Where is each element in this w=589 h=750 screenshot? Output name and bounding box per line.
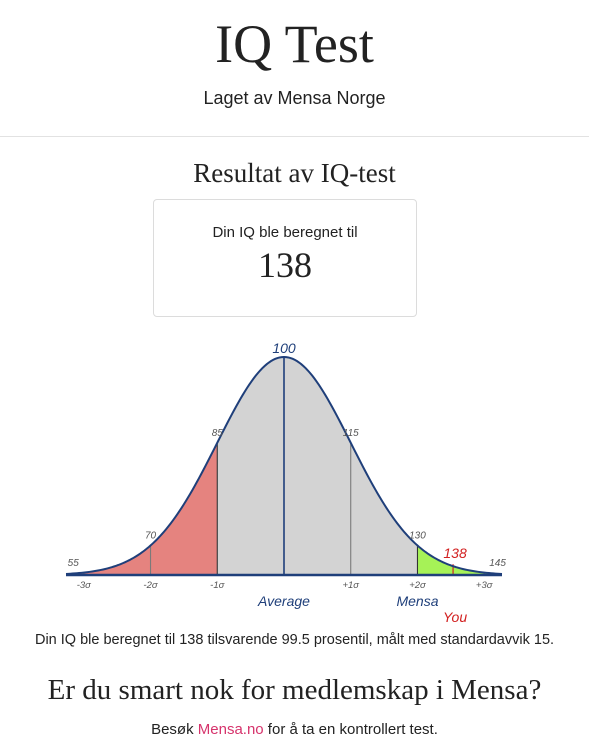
annotation-average: Average [257, 593, 310, 609]
iq-tick-label: 100 [272, 340, 296, 356]
curve-region-1 [217, 357, 418, 575]
result-label: Din IQ ble beregnet til [212, 224, 358, 241]
bell-curve-line [65, 355, 503, 575]
iq-tick-label: 145 [489, 558, 506, 569]
annotation-you: You [443, 609, 467, 625]
sigma-tick-label: +3σ [476, 580, 494, 591]
result-card: Din IQ ble beregnet til 138 [153, 199, 417, 317]
mensa-link[interactable]: Mensa.no [197, 721, 264, 738]
iq-tick-label: 55 [68, 558, 80, 569]
iq-tick-label: 85 [212, 428, 224, 439]
sigma-tick-label: -3σ [77, 580, 92, 591]
result-summary: Din IQ ble beregnet til 138 tilsvarende … [34, 632, 555, 648]
app-subtitle: Laget av Mensa Norge [203, 88, 386, 108]
cta-text: Besøk Mensa.no for å ta en kontrollert t… [0, 721, 589, 738]
result-value: 138 [258, 245, 312, 285]
app-title: IQ Test [215, 14, 374, 74]
annotation-mensa: Mensa [396, 593, 438, 609]
curve-region-2 [417, 545, 502, 575]
sigma-tick-label: +2σ [409, 580, 427, 591]
iq-bell-curve-chart: -3σ -2σ -1σ +1σ +2σ +3σ 55 70 85 100 115 130 145 138 A… [65, 340, 506, 625]
iq-tick-label: 130 [409, 530, 426, 541]
curve-region-0 [66, 442, 218, 575]
sigma-tick-label: -2σ [143, 580, 158, 591]
score-label: 138 [443, 545, 467, 561]
iq-tick-label: 70 [145, 530, 157, 541]
sigma-tick-label: -1σ [210, 580, 225, 591]
iq-tick-label: 115 [343, 428, 359, 439]
result-heading: Resultat av IQ-test [193, 158, 396, 188]
sigma-tick-label: +1σ [342, 580, 360, 591]
cta-heading: Er du smart nok for medlemskap i Mensa? [47, 674, 542, 706]
page-header: IQ Test Laget av Mensa Norge [0, 0, 589, 137]
cta-prefix: Besøk [151, 721, 198, 738]
cta-suffix: for å ta en kontrollert test. [263, 721, 438, 738]
